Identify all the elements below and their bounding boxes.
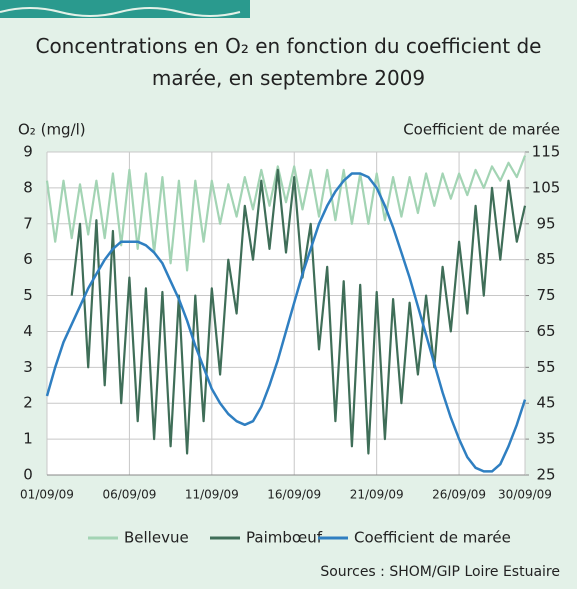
- banner-wave: [0, 7, 241, 17]
- y2-tick-label: 115: [532, 143, 561, 161]
- series-line: [70, 168, 527, 455]
- y2-tick-label: 25: [536, 466, 555, 484]
- x-tick-label: 26/09/09: [432, 488, 486, 502]
- y2-tick-label: 75: [536, 286, 555, 304]
- y2-tick-label: 95: [536, 214, 555, 232]
- y-axis-label: O₂ (mg/l): [18, 121, 86, 139]
- x-tick-label: 30/09/09: [498, 488, 552, 502]
- y2-tick-label: 45: [536, 394, 555, 412]
- x-tick-label: 06/09/09: [102, 488, 156, 502]
- y-tick-label: 8: [23, 178, 33, 196]
- y2-axis-label: Coefficient de marée: [403, 121, 560, 139]
- y-tick-label: 6: [23, 250, 33, 268]
- x-tick-label: 21/09/09: [350, 488, 404, 502]
- y-tick-label: 9: [23, 143, 33, 161]
- legend-label: Paimbœuf: [246, 529, 323, 547]
- y-tick-label: 2: [23, 394, 33, 412]
- x-tick-label: 11/09/09: [185, 488, 239, 502]
- series-line: [45, 155, 527, 272]
- y2-tick-label: 105: [532, 178, 561, 196]
- y-tick-label: 7: [23, 214, 33, 232]
- legend-label: Bellevue: [124, 529, 189, 547]
- y2-tick-label: 85: [536, 250, 555, 268]
- y-tick-label: 3: [23, 358, 33, 376]
- y-tick-label: 1: [23, 430, 33, 448]
- y2-tick-label: 55: [536, 358, 555, 376]
- y-tick-label: 5: [23, 286, 33, 304]
- series-line: [45, 172, 527, 473]
- y2-tick-label: 65: [536, 322, 555, 340]
- chart-title: Concentrations en O₂ en fonction du coef…: [35, 34, 542, 90]
- y-tick-label: 4: [23, 322, 33, 340]
- legend-label: Coefficient de marée: [354, 529, 511, 547]
- x-tick-label: 16/09/09: [267, 488, 321, 502]
- y-tick-label: 0: [23, 466, 33, 484]
- source: Sources : SHOM/GIP Loire Estuaire: [320, 564, 560, 580]
- y2-tick-label: 35: [536, 430, 555, 448]
- x-tick-label: 01/09/09: [20, 488, 74, 502]
